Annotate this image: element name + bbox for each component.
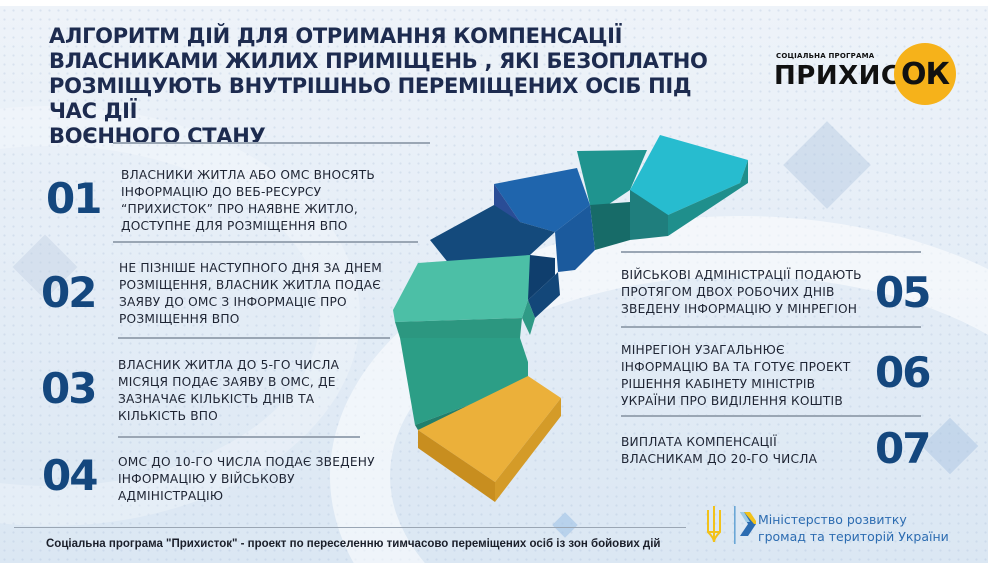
arrow-chevron-icon [740,512,756,536]
step-text-04: ОМС ДО 10-ГО ЧИСЛА ПОДАЄ ЗВЕДЕНУ ІНФОРМА… [118,455,375,503]
prykhystok-logo: СОЦІАЛЬНА ПРОГРАМА ПРИХИСТ ОК [770,43,970,105]
brand-circle-icon [894,43,956,105]
step-number-03: 03 [41,364,97,413]
title-line: АЛГОРИТМ ДІЙ ДЛЯ ОТРИМАННЯ КОМПЕНСАЦІЇ [49,24,623,48]
ministry-name: Міністерство розвитку громад та територі… [758,512,949,544]
stair-step-3 [393,255,535,335]
trident-icon [707,506,721,543]
logo-separator [734,506,736,544]
divider [118,436,360,438]
divider [118,337,390,339]
step-text-07: ВИПЛАТА КОМПЕНСАЦІЇ ВЛАСНИКАМ ДО 20-ГО Ч… [621,435,818,466]
divider [113,241,418,243]
step-text-06: МІНРЕГІОН УЗАГАЛЬНЮЄ ІНФОРМАЦІЮ ВА ТА ГО… [621,343,851,408]
step-number-01: 01 [46,174,102,223]
step-number-06: 06 [875,348,931,397]
brand-caption: СОЦІАЛЬНА ПРОГРАМА [776,52,875,60]
divider [621,326,921,328]
footer-caption: Соціальна програма "Прихисток" - проект … [46,538,661,550]
step-number-07: 07 [875,424,931,473]
step-number-05: 05 [875,268,931,317]
divider [113,142,430,144]
step-number-02: 02 [41,268,97,317]
divider [621,415,921,417]
title-line: РОЗМІЩУЮТЬ ВНУТРІШНЬО ПЕРЕМІЩЕНИХ ОСІБ П… [49,74,692,123]
step-text-02: НЕ ПІЗНІШЕ НАСТУПНОГО ДНЯ ЗА ДНЕМ РОЗМІЩ… [119,261,382,326]
title-line: ВОЄННОГО СТАНУ [49,124,266,148]
page-title: АЛГОРИТМ ДІЙ ДЛЯ ОТРИМАННЯ КОМПЕНСАЦІЇ В… [49,24,739,149]
divider [621,251,921,253]
step-text-05: ВІЙСЬКОВІ АДМІНІСТРАЦІЇ ПОДАЮТЬ ПРОТЯГОМ… [621,268,862,316]
title-line: ВЛАСНИКАМИ ЖИЛИХ ПРИМІЩЕНЬ , ЯКІ БЕЗОПЛА… [49,49,708,73]
step-number-04: 04 [42,451,98,500]
footer-divider [14,527,686,528]
ministry-logo: Міністерство розвитку громад та територі… [700,502,980,552]
stair-step-6 [577,150,668,250]
stair-step-1 [418,376,561,502]
step-text-01: ВЛАСНИКИ ЖИТЛА АБО ОМС ВНОСЯТЬ ІНФОРМАЦІ… [121,168,375,233]
brand-ok: ОК [900,57,950,92]
stair-step-5 [494,168,595,272]
step-text-03: ВЛАСНИК ЖИТЛА ДО 5-ГО ЧИСЛА МІСЯЦЯ ПОДАЄ… [118,358,340,423]
